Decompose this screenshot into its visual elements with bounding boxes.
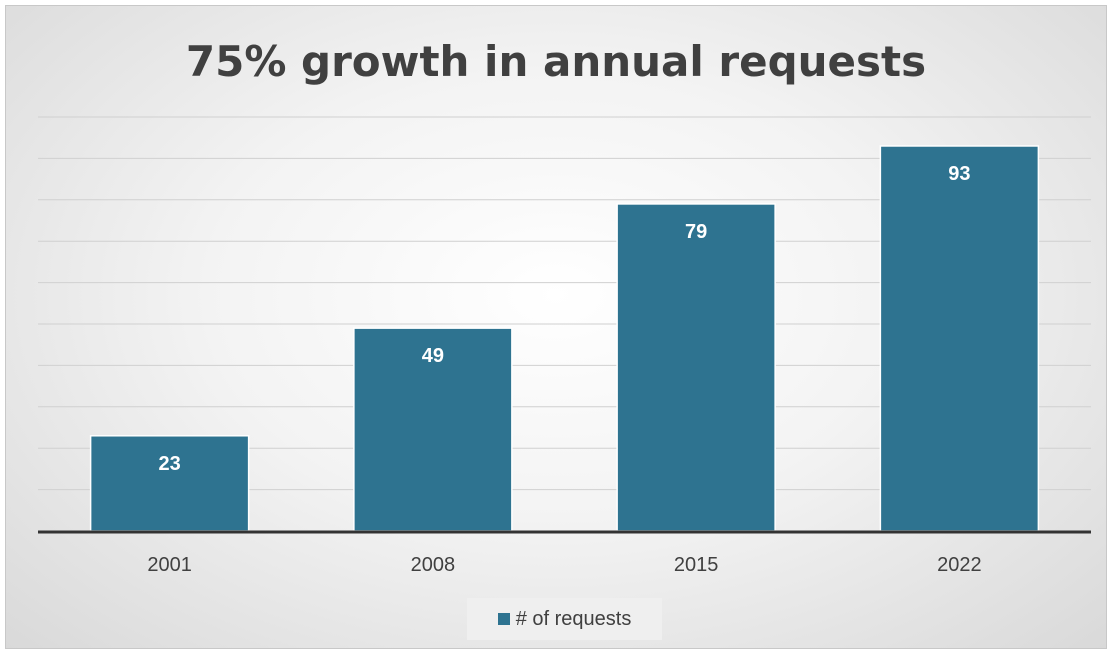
data-label-2022: 93 — [948, 163, 970, 185]
data-label-2008: 49 — [422, 345, 444, 367]
bar-2001 — [89, 435, 250, 532]
legend-swatch — [497, 613, 510, 625]
x-tick-label-2022: 2022 — [937, 554, 982, 576]
x-tick-label-2001: 2001 — [147, 554, 192, 576]
data-labels: 23 49 79 93 — [159, 163, 971, 475]
x-tick-label-2008: 2008 — [411, 554, 456, 576]
data-label-2015: 79 — [685, 221, 707, 243]
bar-2008 — [353, 327, 513, 532]
bar-2022 — [879, 145, 1040, 532]
legend-label: # of requests — [515, 607, 632, 630]
bar-2015 — [616, 203, 776, 532]
plot-area: 23 49 79 93 2001 2008 2015 2022 — [38, 116, 1091, 576]
chart-area: 75% growth in annual requests 23 49 79 93 2… — [5, 5, 1107, 649]
x-tick-label-2015: 2015 — [674, 554, 719, 576]
x-axis-labels: 2001 2008 2015 2022 — [147, 554, 981, 576]
chart-title: 75% growth in annual requests — [185, 37, 927, 86]
bars — [89, 145, 1040, 532]
data-label-2001: 23 — [159, 453, 181, 475]
legend: # of requests — [467, 598, 662, 640]
